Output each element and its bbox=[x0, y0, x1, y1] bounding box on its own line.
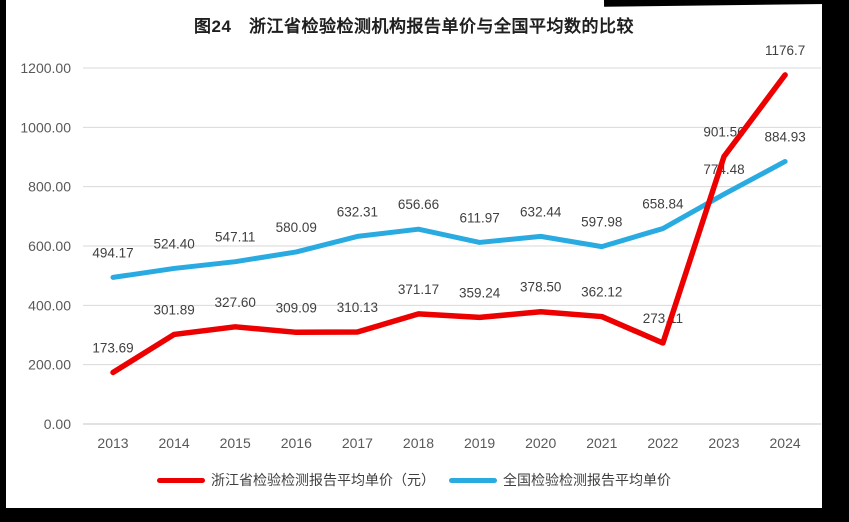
chart-legend: 浙江省检验检测报告平均单价（元） 全国检验检测报告平均单价 bbox=[6, 470, 822, 490]
data-label-zhejiang: 327.60 bbox=[215, 295, 256, 310]
x-axis-label: 2016 bbox=[281, 435, 312, 451]
x-axis-label: 2023 bbox=[708, 435, 739, 451]
data-label-national: 632.31 bbox=[337, 204, 378, 219]
legend-label-national: 全国检验检测报告平均单价 bbox=[503, 472, 671, 488]
data-label-national: 632.44 bbox=[520, 204, 562, 219]
data-label-national: 547.11 bbox=[215, 230, 255, 245]
data-label-zhejiang: 362.12 bbox=[581, 285, 622, 300]
zhejiang-series-marker bbox=[157, 477, 205, 483]
data-label-zhejiang: 301.89 bbox=[153, 302, 194, 317]
data-label-zhejiang: 901.56 bbox=[703, 125, 744, 140]
y-axis-label: 400.00 bbox=[28, 297, 71, 313]
data-label-zhejiang: 310.13 bbox=[337, 300, 378, 315]
data-label-zhejiang: 359.24 bbox=[459, 285, 501, 300]
data-label-zhejiang: 1176.7 bbox=[765, 43, 805, 58]
data-label-national: 580.09 bbox=[276, 220, 317, 235]
x-axis-label: 2017 bbox=[342, 435, 373, 451]
data-label-national: 658.84 bbox=[642, 197, 684, 212]
x-axis-label: 2018 bbox=[403, 435, 434, 451]
line-chart-plot: 0.00 200.00 400.00 600.00 800.00 1000.00 1200.… bbox=[20, 43, 821, 451]
legend-label-zhejiang: 浙江省检验检测报告平均单价（元） bbox=[211, 472, 435, 488]
x-axis-label: 2020 bbox=[525, 435, 556, 451]
x-axis-label: 2024 bbox=[770, 435, 801, 451]
x-axis-label: 2019 bbox=[464, 435, 495, 451]
data-label-national: 774.48 bbox=[703, 162, 744, 177]
series-line-national bbox=[110, 158, 788, 280]
data-label-zhejiang: 273.11 bbox=[643, 311, 683, 326]
y-axis-label: 200.00 bbox=[28, 357, 71, 373]
x-axis-label: 2014 bbox=[159, 435, 190, 451]
y-axis-label: 0.00 bbox=[44, 416, 71, 432]
data-label-zhejiang: 173.69 bbox=[92, 340, 133, 355]
chart-title: 图24 浙江省检验检测机构报告单价与全国平均数的比较 bbox=[194, 17, 634, 36]
national-series-marker bbox=[449, 477, 497, 483]
data-label-national: 524.40 bbox=[153, 236, 194, 251]
y-axis-label: 800.00 bbox=[28, 179, 71, 195]
data-label-zhejiang: 378.50 bbox=[520, 280, 561, 295]
y-axis-label: 1000.00 bbox=[20, 119, 71, 135]
y-axis-label: 600.00 bbox=[28, 238, 71, 254]
y-axis-label: 1200.00 bbox=[20, 60, 71, 76]
x-axis-label: 2015 bbox=[220, 435, 251, 451]
data-label-national: 884.93 bbox=[764, 129, 805, 144]
x-axis-label: 2021 bbox=[586, 435, 617, 451]
legend-item-zhejiang: 浙江省检验检测报告平均单价（元） bbox=[157, 470, 435, 490]
data-label-national: 611.97 bbox=[459, 210, 499, 225]
series-line-zhejiang bbox=[110, 72, 788, 376]
chart-page: 图24 浙江省检验检测机构报告单价与全国平均数的比较 0.00 200.00 400… bbox=[6, 0, 827, 508]
data-label-zhejiang: 309.09 bbox=[276, 300, 317, 315]
x-axis-label: 2022 bbox=[647, 435, 678, 451]
data-label-zhejiang: 371.17 bbox=[398, 282, 439, 297]
legend-item-national: 全国检验检测报告平均单价 bbox=[449, 470, 671, 490]
data-label-national: 656.66 bbox=[398, 197, 439, 212]
data-label-national: 597.98 bbox=[581, 215, 622, 230]
data-label-national: 494.17 bbox=[92, 245, 133, 260]
x-axis-label: 2013 bbox=[97, 435, 128, 451]
